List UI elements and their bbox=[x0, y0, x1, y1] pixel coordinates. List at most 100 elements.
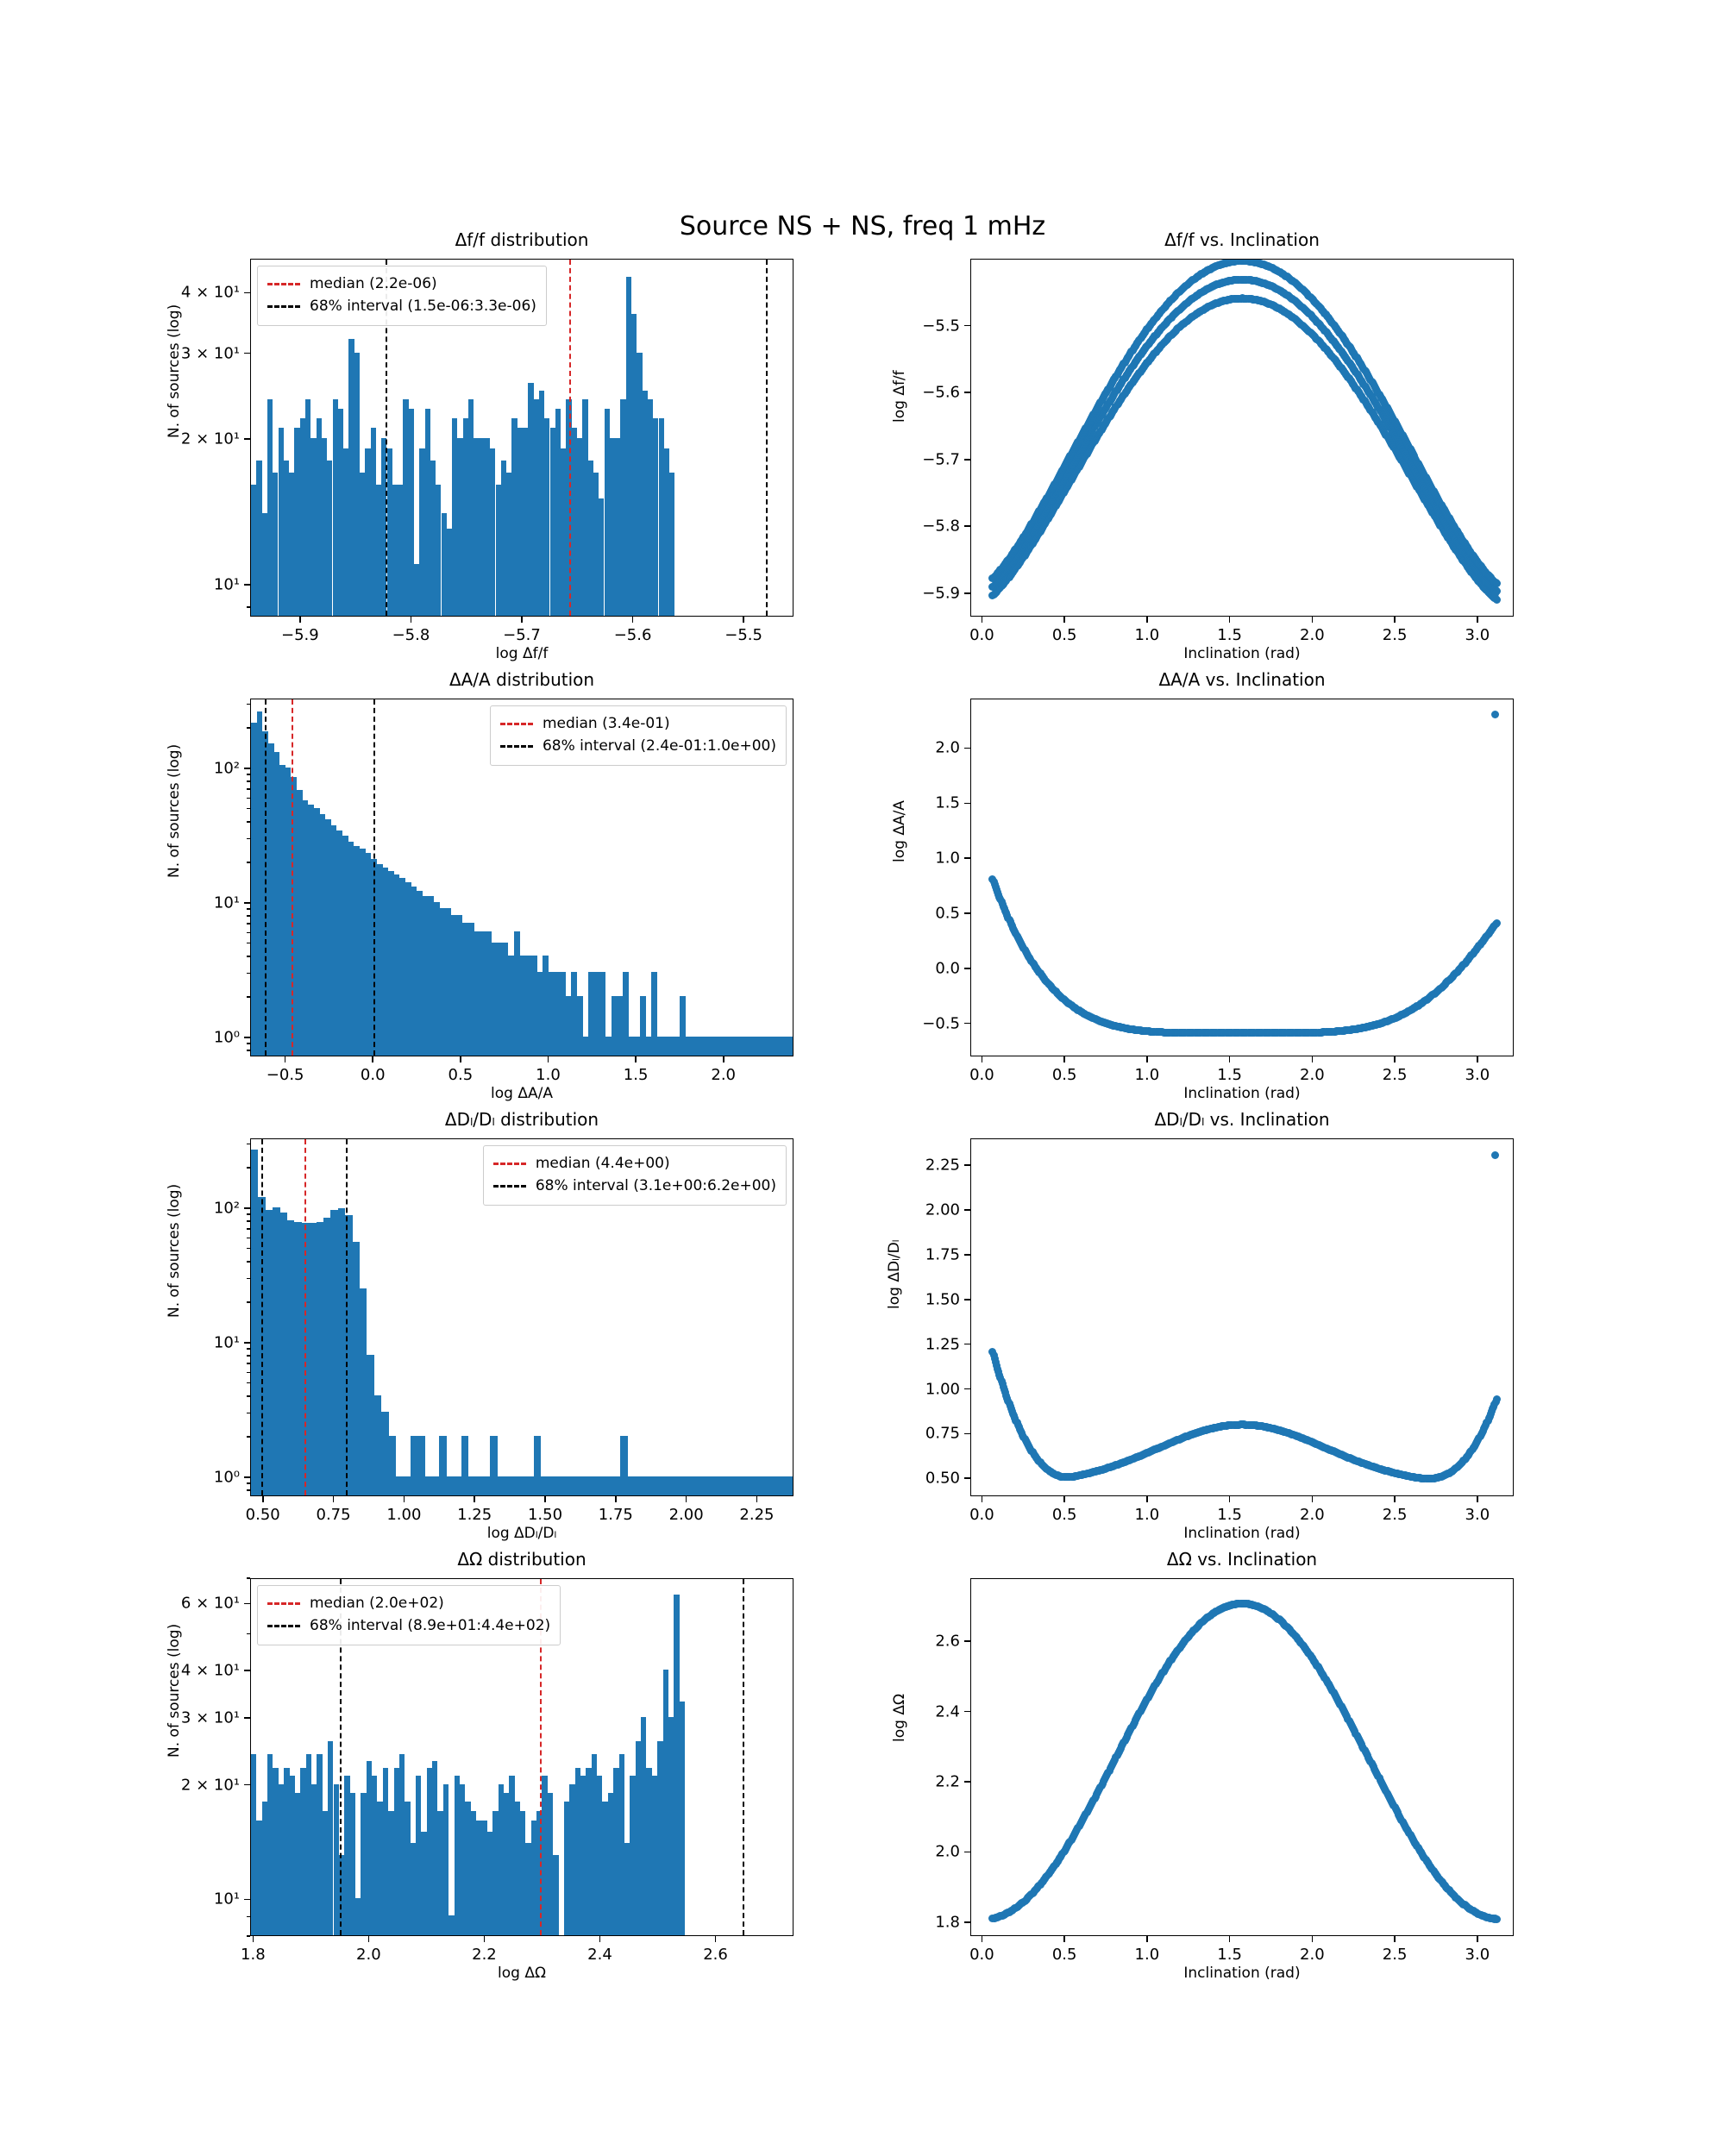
histogram-bar bbox=[424, 1476, 432, 1495]
xtick-label: 2.00 bbox=[668, 1506, 704, 1524]
xtick-label: 1.75 bbox=[598, 1506, 633, 1524]
histogram-bar bbox=[468, 922, 474, 1056]
xtick-mark bbox=[367, 1936, 370, 1942]
histogram-bar bbox=[528, 382, 534, 616]
histogram-bar bbox=[343, 448, 349, 616]
legend-box: median (3.4e-01) 68% interval (2.4e-01:1.… bbox=[489, 705, 787, 766]
ytick-mark bbox=[964, 1477, 970, 1480]
histogram-bar bbox=[671, 1476, 679, 1495]
panel-scatter-delta-dl: ΔDₗ/Dₗ vs. Inclination log ΔDₗ/Dₗ Inclin… bbox=[886, 1109, 1514, 1542]
ytick-minor-mark bbox=[247, 797, 250, 799]
legend-label-interval: 68% interval (2.4e-01:1.0e+00) bbox=[542, 737, 776, 755]
histogram-bar bbox=[605, 1036, 612, 1056]
legend-label-median: median (2.0e+02) bbox=[310, 1595, 444, 1612]
histogram-bar bbox=[549, 427, 555, 616]
histogram-bar bbox=[565, 995, 572, 1056]
histogram-bar bbox=[653, 417, 659, 616]
histogram-bar bbox=[634, 1036, 640, 1056]
xtick-label: 1.0 bbox=[1134, 1506, 1160, 1524]
xtick-label: 2.4 bbox=[587, 1946, 612, 1964]
histogram-bar bbox=[360, 472, 366, 616]
xtick-label: 1.5 bbox=[1217, 626, 1242, 644]
ytick-minor-mark bbox=[247, 1342, 250, 1344]
panel-title-scat-d: ΔDₗ/Dₗ vs. Inclination bbox=[1154, 1109, 1330, 1130]
xtick-label: 0.0 bbox=[360, 1066, 386, 1084]
histogram-bar bbox=[639, 995, 646, 1056]
ytick-mark bbox=[964, 458, 970, 461]
histogram-bar bbox=[454, 1476, 461, 1495]
histogram-bar bbox=[587, 460, 593, 616]
xtick-label: 2.2 bbox=[472, 1946, 497, 1964]
scatter-point bbox=[1492, 579, 1501, 587]
histogram-bar bbox=[475, 1476, 483, 1495]
xtick-mark bbox=[981, 1496, 983, 1502]
ytick-label: 1.5 bbox=[935, 793, 960, 812]
ytick-label: 1.75 bbox=[925, 1245, 960, 1264]
histogram-bar bbox=[662, 1036, 669, 1056]
ytick-minor-mark bbox=[247, 996, 250, 998]
histogram-bar bbox=[381, 1412, 389, 1495]
xtick-label: 0.5 bbox=[1051, 626, 1077, 644]
ytick-label: 1.50 bbox=[925, 1290, 960, 1309]
xtick-label: 1.0 bbox=[536, 1066, 561, 1084]
histogram-bar bbox=[430, 460, 436, 616]
histogram-bar bbox=[553, 1855, 559, 1935]
histogram-bar bbox=[599, 1476, 606, 1495]
histogram-bar bbox=[256, 711, 263, 1056]
histogram-bar bbox=[699, 1476, 708, 1495]
xtick-mark bbox=[599, 1936, 601, 1942]
ytick-minor-mark bbox=[247, 1717, 250, 1719]
ytick-minor-mark bbox=[247, 1898, 250, 1900]
histogram-bar bbox=[533, 1435, 541, 1495]
xtick-mark bbox=[1063, 1056, 1065, 1062]
ytick-label: 2.0 bbox=[935, 738, 960, 757]
ytick-label: −5.9 bbox=[922, 584, 960, 603]
xtick-mark bbox=[483, 1936, 486, 1942]
histogram-bar bbox=[782, 1036, 789, 1056]
histogram-bar bbox=[462, 417, 468, 616]
ytick-minor-mark bbox=[247, 788, 250, 790]
xtick-mark bbox=[261, 1496, 264, 1502]
histogram-bar bbox=[538, 391, 545, 616]
ytick-label: 0.75 bbox=[925, 1424, 960, 1443]
ytick-minor-mark bbox=[247, 1355, 250, 1357]
histogram-bar bbox=[325, 819, 331, 1056]
histogram-bar bbox=[593, 472, 599, 616]
ytick-mark bbox=[964, 802, 970, 805]
histogram-bar bbox=[663, 1476, 672, 1495]
histogram-bar bbox=[332, 399, 338, 616]
legend-label-interval: 68% interval (1.5e-06:3.3e-06) bbox=[310, 298, 536, 316]
histogram-bar bbox=[446, 1476, 455, 1495]
xtick-mark bbox=[252, 1936, 254, 1942]
histogram-bar bbox=[533, 399, 539, 616]
ytick-minor-mark bbox=[247, 908, 250, 910]
histogram-bar bbox=[360, 1288, 367, 1495]
xtick-mark bbox=[403, 1496, 405, 1502]
scatter-outlier-point bbox=[1490, 1151, 1499, 1160]
histogram-bar bbox=[582, 1036, 589, 1056]
histogram-bar bbox=[591, 1476, 599, 1495]
ylabel-hist-a: N. of sources (log) bbox=[166, 743, 183, 878]
ytick-mark bbox=[964, 324, 970, 327]
histogram-bar bbox=[569, 1476, 577, 1495]
xtick-mark bbox=[685, 1496, 687, 1502]
histogram-bar bbox=[707, 1476, 715, 1495]
ytick-label: 0.50 bbox=[925, 1469, 960, 1488]
histogram-bar bbox=[627, 1476, 636, 1495]
histogram-bar bbox=[544, 417, 550, 616]
ytick-mark bbox=[964, 1640, 970, 1643]
ytick-minor-mark bbox=[247, 1277, 250, 1280]
xtick-label: 1.00 bbox=[386, 1506, 422, 1524]
ytick-label: 2 × 10¹ bbox=[180, 429, 240, 448]
xlabel-scat-f: Inclination (rad) bbox=[1183, 645, 1301, 662]
ytick-minor-mark bbox=[247, 780, 250, 782]
legend-label-median: median (2.2e-06) bbox=[310, 275, 437, 292]
histogram-bar bbox=[526, 1476, 534, 1495]
xtick-label: 0.0 bbox=[969, 626, 994, 644]
panel-hist-delta-a: ΔA/A distribution N. of sources (log) lo… bbox=[166, 669, 794, 1102]
ytick-mark bbox=[964, 525, 970, 528]
histogram-bar bbox=[305, 399, 311, 616]
histogram-bar bbox=[422, 896, 429, 1056]
ytick-label: 3 × 10¹ bbox=[180, 344, 240, 363]
histogram-bar bbox=[373, 1395, 382, 1495]
